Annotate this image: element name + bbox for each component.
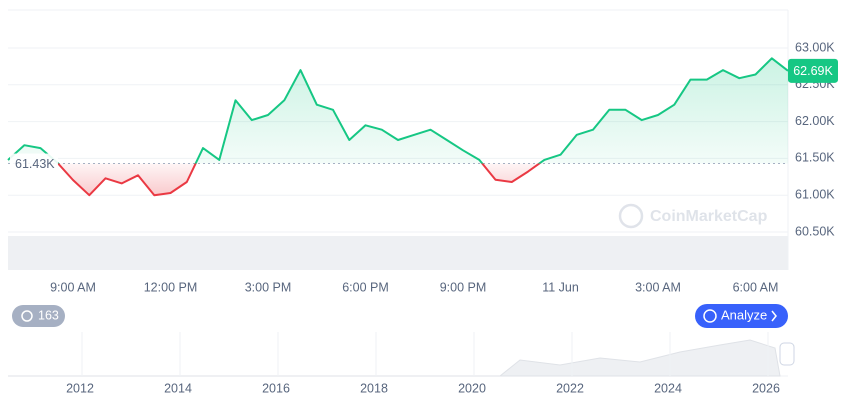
reference-badge	[10, 153, 58, 174]
x-tick-label: 11 Jun	[542, 280, 579, 294]
volume-band	[8, 236, 788, 270]
x-tick-label: 12:00 PM	[144, 280, 198, 294]
x-tick-label: 6:00 PM	[342, 280, 389, 294]
y-tick-label: 61.00K	[795, 187, 835, 201]
x-tick-label: 9:00 PM	[440, 280, 487, 294]
current-price-label: 62.69K	[793, 64, 833, 78]
overview-year: 2020	[458, 381, 486, 395]
history-count: 163	[38, 308, 59, 322]
analyze-button[interactable]	[695, 304, 788, 328]
x-tick-label: 3:00 PM	[245, 280, 292, 294]
watermark: CoinMarketCap	[618, 203, 768, 229]
overview-area	[8, 339, 781, 377]
y-tick-label: 61.50K	[795, 151, 835, 165]
overview-year: 2018	[360, 381, 388, 395]
overview-year: 2022	[556, 381, 584, 395]
analyze-label: Analyze	[721, 307, 767, 322]
current-price-badge	[788, 58, 838, 83]
x-tick-label: 6:00 AM	[733, 280, 779, 294]
watermark-text: CoinMarketCap	[650, 208, 768, 225]
x-tick-label: 3:00 AM	[635, 280, 681, 294]
price-line	[7, 57, 789, 197]
y-tick-label: 62.00K	[795, 114, 835, 128]
overview-year: 2012	[66, 381, 94, 395]
overview-year: 2016	[262, 381, 290, 395]
reference-label: 61.43K	[15, 157, 55, 171]
price-area	[8, 58, 788, 196]
overview-year: 2024	[654, 381, 682, 395]
overview-year: 2014	[164, 381, 192, 395]
y-tick-label: 63.00K	[795, 40, 835, 54]
analyze-arrow	[771, 310, 777, 322]
history-badge[interactable]	[12, 305, 65, 327]
x-tick-label: 9:00 AM	[50, 280, 96, 294]
overview-handle[interactable]	[779, 342, 795, 366]
analyze-icon	[703, 309, 717, 323]
history-icon	[21, 310, 33, 322]
y-tick-label: 60.50K	[795, 224, 835, 238]
overview-year: 2026	[752, 381, 780, 395]
